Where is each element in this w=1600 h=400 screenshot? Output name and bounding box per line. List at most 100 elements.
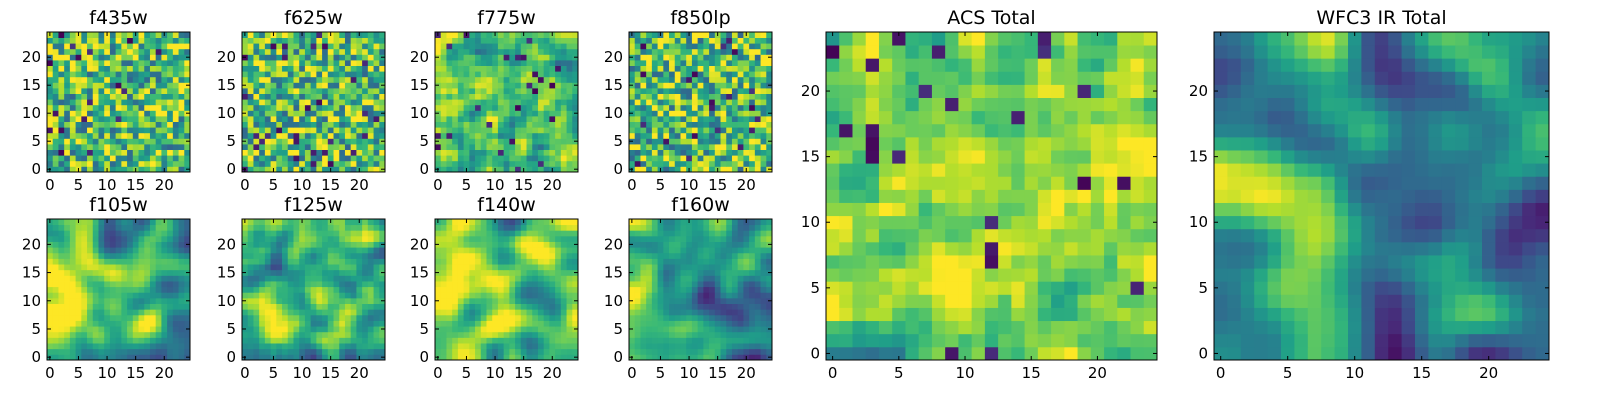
heatmap-cell xyxy=(92,76,99,83)
heatmap-cell xyxy=(543,247,550,254)
heatmap-cell xyxy=(754,43,761,50)
heatmap-cell xyxy=(373,166,380,173)
heatmap-cell xyxy=(572,144,579,150)
heatmap-cell xyxy=(686,99,693,106)
heatmap-cell xyxy=(264,219,271,226)
heatmap-cell xyxy=(253,48,260,55)
heatmap-cell xyxy=(299,331,306,338)
heatmap-cell xyxy=(520,252,527,259)
heatmap-cell xyxy=(697,132,704,139)
heatmap-cell xyxy=(379,292,386,299)
heatmap-cell xyxy=(98,132,105,139)
heatmap-cell xyxy=(543,71,550,78)
heatmap-cell xyxy=(373,219,380,226)
heatmap-cell xyxy=(350,138,357,145)
heatmap-cell xyxy=(703,32,710,38)
x-tick-label: 15 xyxy=(514,176,533,194)
heatmap-cell xyxy=(440,160,447,167)
heatmap-cell xyxy=(663,155,670,162)
heatmap-cell xyxy=(155,297,162,304)
heatmap-cell xyxy=(149,54,157,61)
heatmap-cell xyxy=(316,219,323,226)
heatmap-cell xyxy=(697,309,704,316)
heatmap-cell xyxy=(109,104,117,111)
heatmap-cell xyxy=(674,121,681,128)
heatmap-cell xyxy=(64,54,71,61)
heatmap-cell xyxy=(520,269,527,276)
heatmap-cell xyxy=(731,110,739,117)
heatmap-cell xyxy=(92,93,99,100)
heatmap-cell xyxy=(109,54,117,61)
heatmap-cell xyxy=(435,144,442,150)
heatmap-cell xyxy=(452,331,459,338)
heatmap-cell xyxy=(440,60,447,66)
heatmap-cell xyxy=(167,235,174,242)
heatmap-cell xyxy=(520,337,527,344)
heatmap-cell xyxy=(440,37,447,44)
heatmap-cell xyxy=(69,303,76,310)
heatmap-cell xyxy=(373,252,380,259)
heatmap-cell xyxy=(362,247,369,254)
heatmap-cell xyxy=(356,121,363,128)
heatmap-cell xyxy=(52,82,59,89)
x-tick-label: 20 xyxy=(350,176,369,194)
heatmap-cell xyxy=(726,286,733,293)
heatmap-cell xyxy=(737,166,744,173)
heatmap-cell xyxy=(69,286,76,293)
heatmap-cell xyxy=(480,82,487,89)
heatmap-cell xyxy=(64,252,71,259)
heatmap-cell xyxy=(344,252,352,259)
heatmap-cell xyxy=(435,71,442,78)
heatmap-cell xyxy=(293,314,300,321)
heatmap-cell xyxy=(749,43,756,50)
heatmap-cell xyxy=(270,116,277,122)
heatmap-cell xyxy=(686,82,693,89)
heatmap-cell xyxy=(104,104,111,111)
heatmap-cell xyxy=(555,43,562,50)
heatmap-cell xyxy=(492,110,499,117)
heatmap-cell xyxy=(475,219,482,226)
heatmap-cell xyxy=(127,219,134,226)
heatmap-cell xyxy=(634,104,641,111)
heatmap-cell xyxy=(691,281,699,288)
heatmap-cell xyxy=(486,93,493,100)
heatmap-cell xyxy=(475,269,482,276)
heatmap-cells-f625w xyxy=(242,32,386,173)
heatmap-cell xyxy=(92,155,99,162)
heatmap-cell xyxy=(526,281,533,288)
heatmap-cell xyxy=(75,93,82,100)
heatmap-cell xyxy=(149,60,157,66)
heatmap-cell xyxy=(350,235,357,242)
x-tick-label: 15 xyxy=(514,364,533,382)
heatmap-cell xyxy=(264,269,271,276)
heatmap-cell xyxy=(310,127,317,134)
heatmap-cell xyxy=(115,286,122,293)
heatmap-cell xyxy=(259,32,266,38)
heatmap-cell xyxy=(379,88,386,94)
heatmap-cell xyxy=(686,116,693,122)
heatmap-cell xyxy=(674,88,681,94)
heatmap-cell xyxy=(703,144,710,150)
heatmap-cell xyxy=(299,269,306,276)
heatmap-cell xyxy=(259,258,266,265)
heatmap-cell xyxy=(457,144,464,150)
heatmap-cell xyxy=(520,93,527,100)
heatmap-cell xyxy=(503,121,510,128)
heatmap-cell xyxy=(634,99,641,106)
heatmap-cell xyxy=(149,230,157,237)
heatmap-cell xyxy=(703,160,710,167)
heatmap-cell xyxy=(92,149,99,156)
heatmap-cell xyxy=(184,60,191,66)
heatmap-cell xyxy=(520,138,527,145)
heatmap-cell xyxy=(104,116,111,122)
heatmap-cell xyxy=(155,82,162,89)
heatmap-cell xyxy=(178,144,185,150)
y-tick-label: 5 xyxy=(31,320,41,338)
heatmap-cell xyxy=(537,320,545,327)
heatmap-cell xyxy=(58,292,65,299)
heatmap-cell xyxy=(651,32,658,38)
heatmap-cell xyxy=(566,93,573,100)
heatmap-cell xyxy=(127,337,134,344)
heatmap-cell xyxy=(81,292,88,299)
heatmap-cell xyxy=(560,343,567,350)
